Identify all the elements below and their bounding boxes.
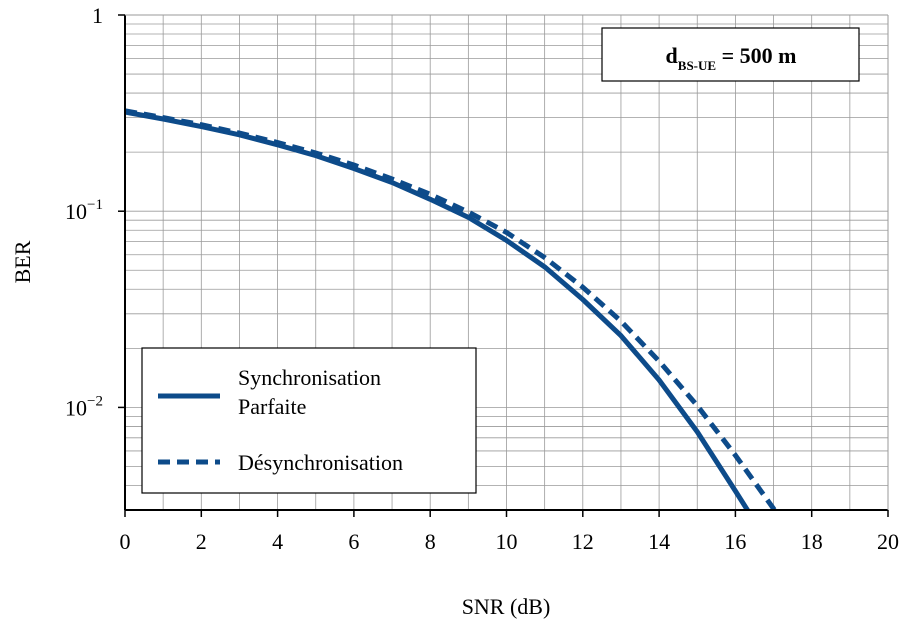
x-tick-label: 6 [348, 529, 359, 554]
annotation-box: dBS-UE = 500 m [601, 27, 860, 82]
legend-label-dashed: Désynchronisation [238, 450, 403, 475]
legend-label-solid-line2: Parfaite [238, 394, 306, 419]
series-line-desynchronisation [125, 108, 778, 510]
x-tick-label: 10 [496, 529, 518, 554]
y-tick-label: 10−2 [65, 393, 103, 420]
x-tick-label: 14 [648, 529, 670, 554]
tick-labels: 0 2 4 6 8 10 12 14 16 18 20 1 10−1 10−2 [65, 3, 899, 554]
x-tick-label: 4 [272, 529, 283, 554]
x-tick-label: 18 [801, 529, 823, 554]
x-tick-label: 20 [877, 529, 899, 554]
x-axis-label: SNR (dB) [462, 594, 551, 619]
x-tick-label: 16 [724, 529, 746, 554]
annotation-text: dBS-UE = 500 m [666, 43, 797, 73]
series-layer [125, 108, 778, 510]
x-tick-label: 8 [425, 529, 436, 554]
x-tick-label: 0 [120, 529, 131, 554]
y-tick-label: 10−1 [65, 197, 103, 224]
y-axis-label: BER [10, 240, 35, 283]
legend: Synchronisation Parfaite Désynchronisati… [141, 347, 477, 494]
y-tick-label: 1 [92, 3, 103, 28]
legend-label-solid-line1: Synchronisation [238, 365, 381, 390]
x-tick-label: 12 [572, 529, 594, 554]
x-tick-label: 2 [196, 529, 207, 554]
